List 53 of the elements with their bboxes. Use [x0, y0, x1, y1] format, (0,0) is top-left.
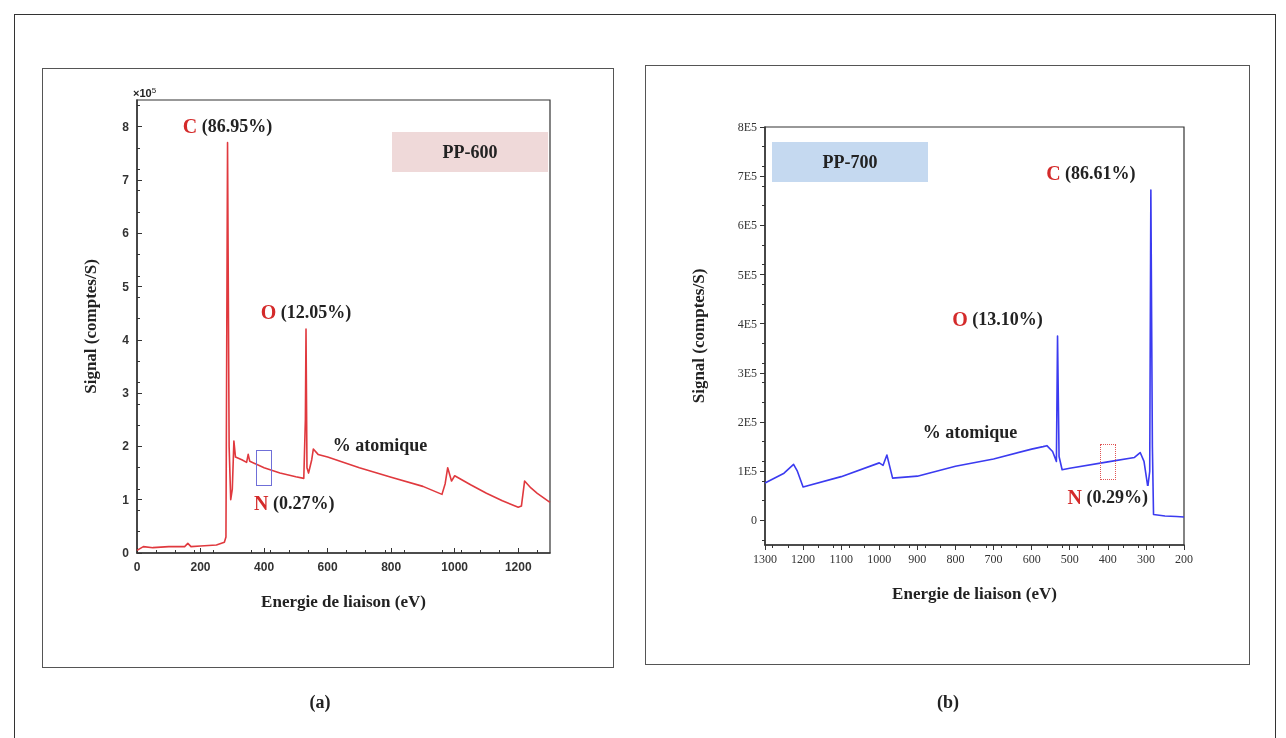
- x-tick-label: 400: [1098, 552, 1117, 566]
- y-tick-label: 1: [122, 492, 130, 507]
- y-tick-label: 2E5: [737, 415, 757, 430]
- y-tick-label: 5: [122, 279, 130, 294]
- y-tick-label: 4E5: [737, 316, 757, 331]
- annotation: C (86.95%): [182, 114, 273, 137]
- x-tick-label: 900: [908, 552, 927, 566]
- y-tick-label: 1E5: [737, 464, 757, 479]
- y-tick-label: 0: [751, 513, 757, 528]
- x-tick-label: 1100: [829, 552, 853, 566]
- x-tick-label: 600: [1022, 552, 1041, 566]
- y-tick-label: 6: [122, 226, 130, 241]
- annotation: PP-700: [822, 152, 878, 172]
- annotation: % atomique: [332, 435, 428, 455]
- y-tick-label: 7E5: [737, 169, 757, 184]
- y-tick-label: 3: [122, 386, 130, 401]
- annotation: O (13.10%): [952, 308, 1043, 330]
- y-tick-label: 6E5: [737, 218, 757, 233]
- x-tick-label: 500: [1060, 552, 1079, 566]
- text: (b): [937, 692, 959, 713]
- x-tick-label: 700: [984, 552, 1003, 566]
- x-tick-label: 600: [317, 560, 338, 574]
- line-series: [764, 189, 1185, 518]
- y-tick-label: 5E5: [737, 267, 757, 282]
- annotation: N (0.29%): [1067, 485, 1149, 508]
- y-tick-label: 4: [122, 332, 130, 347]
- x-tick-label: 1200: [791, 552, 816, 566]
- annotation: C (86.61%): [1046, 161, 1136, 184]
- text: (a): [309, 692, 331, 713]
- y-tick-label: 8E5: [737, 120, 757, 134]
- annotation: O (12.05%): [260, 301, 352, 324]
- x-tick-label: 800: [381, 560, 402, 574]
- annotation: N (0.27%): [254, 491, 335, 514]
- x-tick-label: 1200: [504, 560, 532, 574]
- annotation: PP-600: [442, 142, 498, 162]
- x-tick-label: 200: [1175, 552, 1193, 566]
- y-tick-label: 7: [122, 172, 130, 187]
- x-tick-label: 400: [254, 560, 275, 574]
- x-tick-label: 300: [1136, 552, 1155, 566]
- y-tick-label: 2: [122, 439, 130, 454]
- x-tick-label: 1000: [441, 560, 469, 574]
- x-tick-label: 800: [946, 552, 965, 566]
- x-axis-title: Energie de liaison (eV): [892, 584, 1057, 603]
- x-tick-label: 1000: [867, 552, 892, 566]
- x-axis-title: Energie de liaison (eV): [261, 592, 426, 611]
- annotation: % atomique: [922, 422, 1018, 442]
- x-tick-label: 1300: [753, 552, 777, 566]
- y-tick-label: 8: [122, 119, 130, 134]
- x-tick-label: 200: [190, 560, 211, 574]
- y-tick-label: 3E5: [737, 365, 757, 380]
- y-axis-title: Signal (comptes/S): [689, 268, 708, 404]
- x-tick-label: 0: [133, 560, 141, 574]
- y-axis-title: Signal (comptes/S): [81, 259, 100, 394]
